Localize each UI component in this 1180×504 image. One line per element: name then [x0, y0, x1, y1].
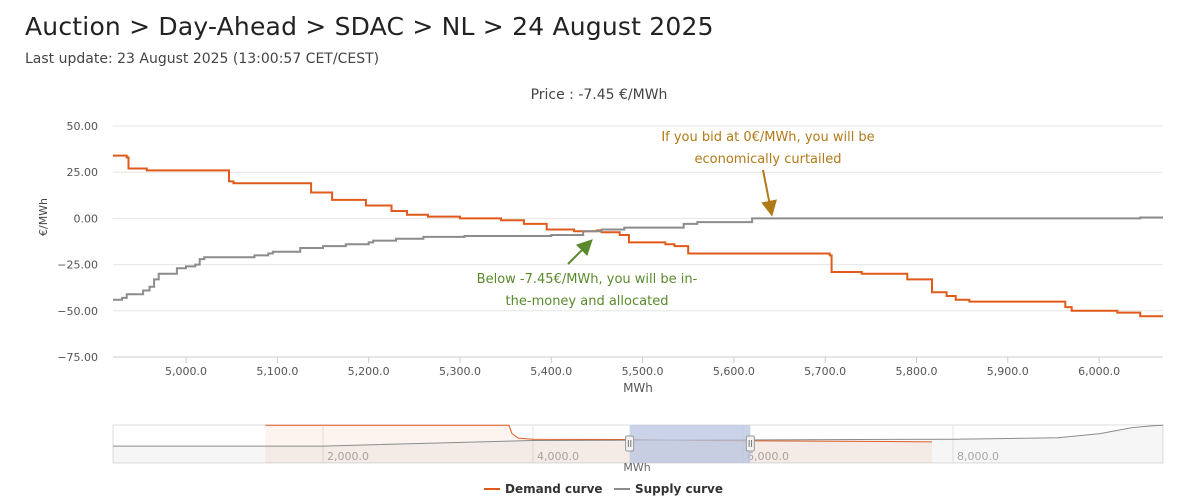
annotation-allocated-line1: Below -7.45€/MWh, you will be in-	[477, 272, 698, 287]
navigator-tick-label: 6,000.0	[747, 450, 789, 463]
chart-title: Price : -7.45 €/MWh	[531, 87, 668, 103]
navigator-handle[interactable]	[745, 435, 755, 452]
legend-demand-label[interactable]: Demand curve	[505, 482, 603, 496]
navigator-tick-label: 4,000.0	[537, 450, 579, 463]
navigator-demand-area	[265, 425, 932, 463]
grid-lines	[113, 125, 1163, 358]
navigator-supply-line	[113, 424, 1164, 447]
x-tick-label: 5,800.0	[895, 365, 937, 378]
supply-curve-line	[113, 216, 1163, 301]
plot-area[interactable]	[113, 154, 1163, 318]
x-tick-label: 5,900.0	[987, 365, 1029, 378]
range-navigator[interactable]: 2,000.0 4,000.0 6,000.0 8,000.0 MWh	[112, 424, 1164, 474]
x-axis-label: MWh	[623, 381, 653, 395]
navigator-selection	[629, 425, 751, 463]
annotations: If you bid at 0€/MWh, you will be economi…	[477, 130, 875, 309]
legend: Demand curve Supply curve	[484, 482, 723, 496]
annotation-curtailed-line1: If you bid at 0€/MWh, you will be	[661, 130, 874, 145]
annotation-curtailed-arrow	[761, 169, 777, 217]
x-axis: 5,000.0 5,100.0 5,200.0 5,300.0 5,400.0 5,500…	[165, 357, 1120, 378]
x-tick-label: 5,100.0	[256, 365, 298, 378]
y-axis: 50.00 25.00 0.00 −25.00 −50.00 −75.00	[57, 120, 98, 364]
annotation-curtailed-line2: economically curtailed	[695, 152, 842, 167]
y-tick-label: 25.00	[67, 166, 99, 179]
y-tick-label: −25.00	[57, 259, 98, 272]
y-tick-label: 50.00	[67, 120, 99, 133]
x-tick-label: 5,000.0	[165, 365, 207, 378]
legend-supply-label[interactable]: Supply curve	[635, 482, 723, 496]
x-tick-label: 5,500.0	[622, 365, 664, 378]
y-tick-label: −75.00	[57, 351, 98, 364]
navigator-demand-line	[265, 424, 933, 443]
x-tick-label: 6,000.0	[1078, 365, 1120, 378]
y-axis-label: €/MWh	[37, 198, 50, 236]
page-title: Auction > Day-Ahead > SDAC > NL > 24 Aug…	[25, 12, 714, 41]
demand-curve-line	[113, 154, 1163, 318]
x-tick-label: 5,400.0	[530, 365, 572, 378]
annotation-allocated-arrow	[567, 239, 593, 265]
y-tick-label: 0.00	[74, 212, 99, 225]
x-tick-label: 5,200.0	[348, 365, 390, 378]
y-tick-label: −50.00	[57, 305, 98, 318]
navigator-tick-label: 8,000.0	[957, 450, 999, 463]
annotation-allocated-line2: the-money and allocated	[506, 294, 669, 309]
x-tick-label: 5,600.0	[713, 365, 755, 378]
navigator-x-label: MWh	[623, 461, 650, 474]
x-tick-label: 5,700.0	[804, 365, 846, 378]
x-tick-label: 5,300.0	[439, 365, 481, 378]
navigator-handle[interactable]	[625, 435, 635, 452]
last-update-text: Last update: 23 August 2025 (13:00:57 CE…	[25, 51, 380, 67]
navigator-tick-label: 2,000.0	[327, 450, 369, 463]
